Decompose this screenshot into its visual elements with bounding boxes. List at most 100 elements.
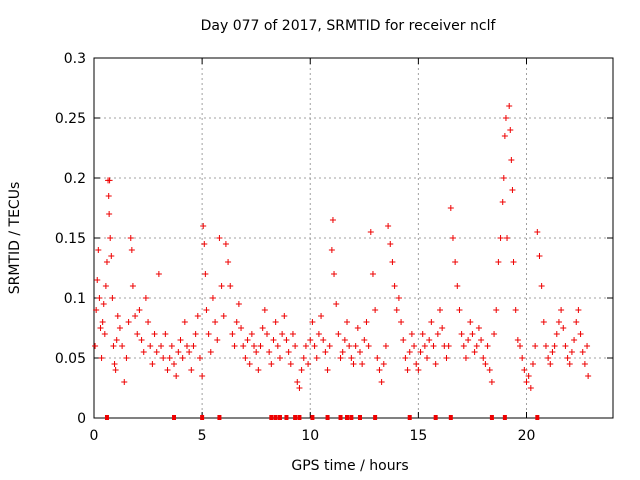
data-point — [285, 349, 292, 355]
data-point — [486, 367, 493, 373]
x-tick-label: 20 — [518, 428, 536, 444]
data-point — [194, 313, 201, 319]
data-point — [434, 331, 441, 337]
data-point — [335, 331, 342, 337]
data-point — [500, 175, 507, 181]
data-point — [162, 331, 169, 337]
data-point — [246, 361, 253, 367]
data-point — [95, 247, 102, 253]
data-point — [584, 343, 591, 349]
data-point — [279, 331, 286, 337]
zero-marker — [104, 415, 109, 420]
data-point — [121, 379, 128, 385]
data-point — [264, 331, 270, 337]
data-point — [510, 259, 517, 265]
data-point — [398, 319, 405, 325]
data-point — [127, 235, 134, 241]
data-point — [560, 325, 567, 331]
data-point — [424, 355, 431, 361]
data-point — [255, 367, 262, 373]
data-point — [460, 343, 467, 349]
data-point — [248, 331, 255, 337]
zero-marker — [345, 415, 350, 420]
data-point — [329, 217, 336, 223]
data-point — [413, 361, 420, 367]
data-point — [192, 331, 199, 337]
data-point — [109, 295, 116, 301]
data-point — [573, 319, 580, 325]
zero-marker — [325, 415, 330, 420]
data-point — [235, 301, 242, 307]
data-point — [564, 355, 571, 361]
data-point — [462, 355, 469, 361]
data-point — [456, 307, 463, 313]
data-point — [231, 343, 238, 349]
data-point — [482, 361, 489, 367]
data-point — [322, 349, 329, 355]
data-point — [272, 319, 279, 325]
data-point — [547, 361, 554, 367]
data-point — [417, 349, 424, 355]
data-point — [113, 337, 120, 343]
data-point — [389, 259, 396, 265]
data-point — [300, 355, 307, 361]
data-point — [361, 337, 368, 343]
data-point — [175, 349, 182, 355]
data-point — [225, 259, 232, 265]
data-point — [102, 283, 109, 289]
data-point — [114, 313, 121, 319]
data-point — [579, 349, 586, 355]
data-point — [491, 331, 498, 337]
zero-marker — [297, 415, 302, 420]
zero-marker — [269, 415, 274, 420]
data-point — [259, 325, 266, 331]
data-point — [536, 253, 543, 259]
data-point — [99, 319, 106, 325]
data-point — [504, 235, 511, 241]
data-point — [512, 307, 519, 313]
data-point — [292, 343, 299, 349]
data-point — [200, 223, 207, 229]
data-point — [499, 199, 506, 205]
data-point — [188, 367, 195, 373]
data-point — [214, 337, 221, 343]
data-point — [296, 385, 303, 391]
data-point — [186, 349, 193, 355]
data-point — [276, 355, 283, 361]
data-point — [242, 355, 249, 361]
x-tick-label: 15 — [409, 428, 427, 444]
data-point — [244, 337, 251, 343]
data-point — [458, 331, 465, 337]
data-point — [575, 307, 582, 313]
data-point — [507, 127, 514, 133]
zero-marker — [217, 415, 222, 420]
data-point — [519, 355, 526, 361]
data-point — [209, 295, 216, 301]
data-point — [553, 331, 560, 337]
data-point — [294, 379, 301, 385]
data-point — [289, 331, 296, 337]
data-point — [359, 361, 366, 367]
data-point — [106, 211, 113, 217]
data-point — [128, 247, 135, 253]
data-point — [222, 241, 229, 247]
data-point — [302, 343, 309, 349]
data-point — [549, 349, 556, 355]
data-point — [365, 343, 372, 349]
data-point — [509, 187, 516, 193]
data-point — [160, 355, 167, 361]
data-point — [106, 177, 113, 184]
data-point — [307, 337, 314, 343]
data-point — [372, 307, 379, 313]
data-point — [426, 337, 433, 343]
y-tick-label: 0.25 — [55, 111, 86, 127]
data-point — [240, 343, 247, 349]
x-tick-label: 10 — [301, 428, 319, 444]
data-point — [348, 355, 355, 361]
data-point — [542, 343, 549, 349]
chart-title: Day 077 of 2017, SRMTID for receiver ncl… — [201, 18, 497, 34]
zero-marker — [489, 415, 494, 420]
axis-ticks: 0 0.05 0.1 0.15 0.2 0.25 0.3 0 5 10 15 20 — [55, 51, 613, 444]
data-point — [395, 295, 402, 301]
data-point — [125, 319, 132, 325]
